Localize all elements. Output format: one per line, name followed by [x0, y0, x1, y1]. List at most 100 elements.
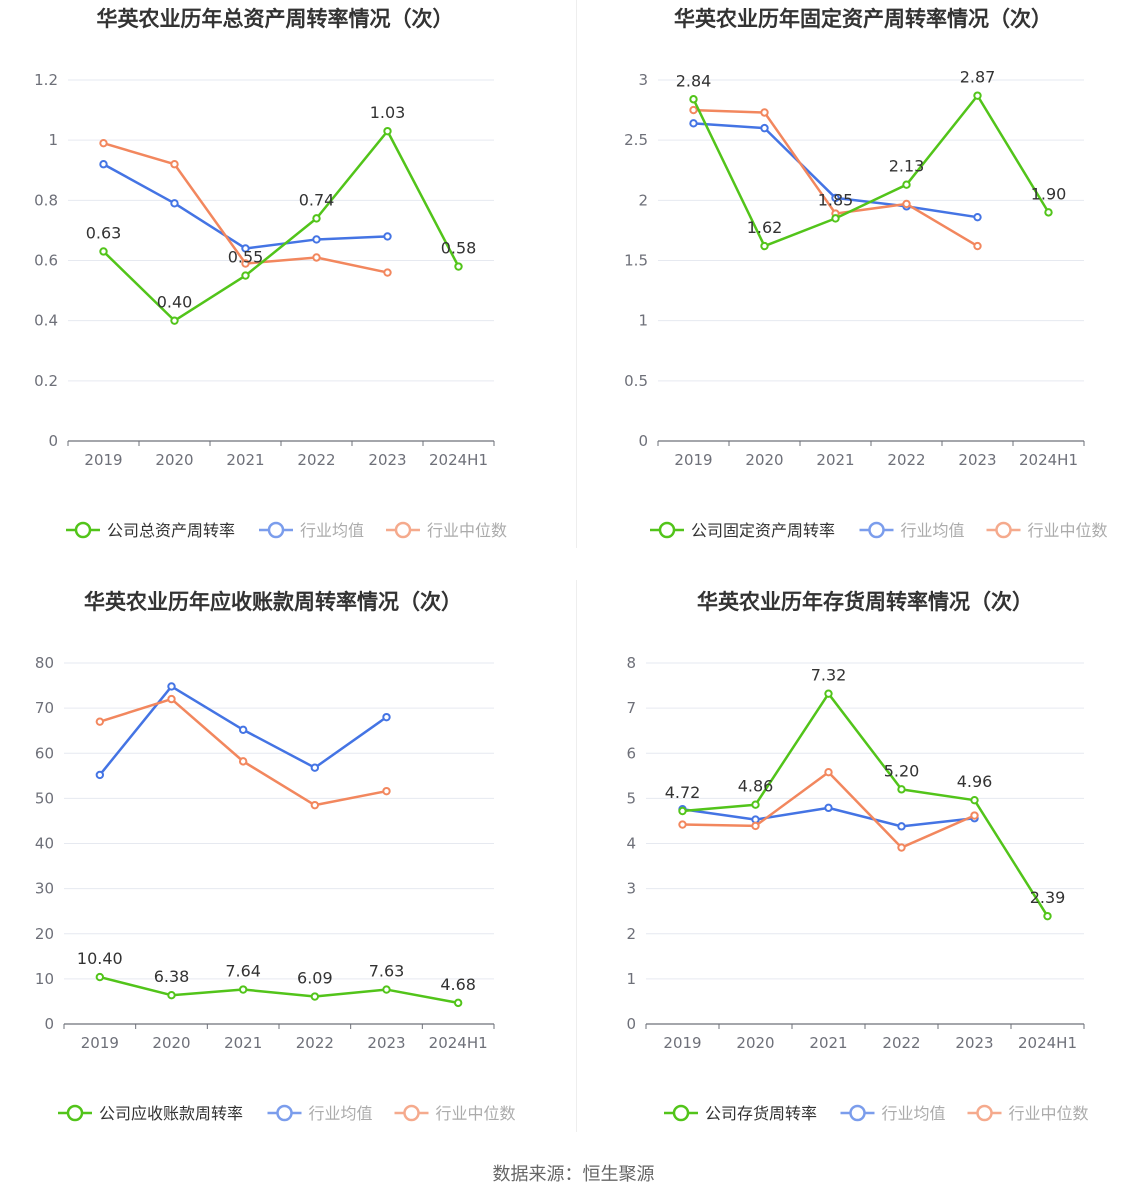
data-point: [382, 712, 391, 722]
x-tick-label: 2022: [887, 451, 925, 469]
data-point: [170, 199, 179, 208]
data-label: 1.03: [370, 103, 406, 122]
series-line: [102, 163, 388, 250]
legend-item: 行业均值: [259, 521, 364, 540]
data-point: [897, 785, 906, 794]
legend-marker: [672, 1104, 690, 1122]
legend-label: 公司应收账款周转率: [99, 1104, 243, 1123]
data-point: [238, 725, 248, 734]
x-tick-label: 2020: [745, 451, 783, 469]
data-point: [831, 193, 840, 203]
data-point: [310, 800, 320, 810]
legend-item: 行业均值: [267, 1104, 373, 1123]
data-label: 1.62: [747, 218, 783, 237]
data-label: 0.40: [157, 293, 193, 312]
data-point: [454, 262, 463, 271]
data-label: 4.72: [665, 783, 701, 802]
y-tick-label: 20: [35, 925, 54, 943]
data-label: 2.87: [960, 68, 996, 87]
data-point: [678, 806, 687, 816]
data-point: [760, 123, 769, 133]
legend-label: 公司总资产周转率: [107, 521, 235, 540]
legend-item: 公司存货周转率: [664, 1104, 817, 1123]
x-tick-label: 2022: [297, 451, 335, 469]
legend-marker: [995, 521, 1012, 539]
data-point: [241, 244, 250, 253]
legend-item: 行业均值: [840, 1104, 946, 1123]
data-point: [689, 119, 698, 128]
data-point: [689, 105, 698, 115]
y-tick-label: 50: [35, 789, 54, 807]
data-label: 6.09: [297, 969, 333, 988]
data-point: [383, 126, 392, 136]
legend-label: 行业中位数: [436, 1104, 516, 1123]
data-label: 4.68: [440, 975, 476, 994]
legend-label: 行业均值: [882, 1104, 946, 1123]
data-label: 4.96: [957, 772, 993, 791]
legend-label: 行业中位数: [427, 521, 507, 540]
x-tick-label: 2021: [809, 1034, 847, 1052]
data-point: [897, 843, 906, 852]
chart-svg: 华英农业历年存货周转率情况（次） 0 1 2 3 4 5 6 7 8 2019 2020 2021 202…: [626, 590, 1089, 1123]
y-tick-label: 3: [638, 71, 648, 89]
legend-label: 行业中位数: [1009, 1104, 1089, 1123]
series-line: [99, 697, 387, 807]
data-label: 2.84: [676, 71, 712, 90]
data-point: [897, 822, 906, 831]
data-point: [95, 717, 105, 726]
x-tick-label: 2023: [368, 451, 406, 469]
series-line: [692, 94, 1050, 248]
legend-label: 行业均值: [300, 521, 364, 540]
y-tick-label: 0: [44, 1015, 54, 1033]
data-point: [678, 820, 687, 829]
series-line: [99, 975, 459, 1005]
x-tick-label: 2020: [152, 1034, 190, 1052]
y-tick-label: 0: [48, 432, 58, 450]
y-tick-label: 40: [35, 835, 54, 853]
data-point: [99, 247, 108, 256]
data-label: 1.85: [818, 190, 854, 209]
vertical-divider: [576, 580, 577, 1132]
chart-svg: 华英农业历年固定资产周转率情况（次） 0 0.5 1 1.5 2 2.5 3 2019 2020 2…: [624, 7, 1108, 540]
data-point: [238, 757, 248, 766]
data-point: [312, 214, 321, 223]
legend-label: 行业中位数: [1028, 521, 1108, 540]
legend-item: 行业中位数: [386, 521, 507, 540]
x-tick-label: 2022: [882, 1034, 920, 1052]
y-tick-label: 0: [626, 1015, 636, 1033]
series-line: [682, 692, 1049, 917]
legend-label: 行业均值: [309, 1104, 373, 1123]
data-point: [383, 268, 392, 277]
y-tick-label: 8: [626, 654, 636, 672]
legend-marker: [394, 521, 412, 539]
x-tick-label: 2024H1: [1019, 451, 1078, 469]
chart-svg: 华英农业历年应收账款周转率情况（次） 0 10 20 30 40 50 60 70 80 2019 2…: [35, 590, 516, 1123]
data-point: [973, 212, 982, 222]
chart-panel-receivables-turnover: 华英农业历年应收账款周转率情况（次） 0 10 20 30 40 50 60 70 80 2019 2…: [0, 583, 560, 1143]
legend-item: 行业中位数: [967, 1104, 1089, 1123]
x-tick-label: 2023: [958, 451, 996, 469]
chart-panel-fixed-asset-turnover: 华英农业历年固定资产周转率情况（次） 0 0.5 1 1.5 2 2.5 3 2019 2020 2…: [587, 0, 1147, 560]
data-point: [95, 770, 105, 780]
data-point: [824, 803, 833, 813]
data-point: [970, 811, 979, 820]
x-tick-label: 2021: [224, 1034, 262, 1052]
data-label: 7.32: [811, 666, 847, 685]
legend-item: 行业中位数: [394, 1104, 516, 1123]
data-point: [170, 316, 179, 325]
y-tick-label: 2: [638, 191, 648, 209]
y-tick-label: 0.5: [624, 372, 648, 390]
legend-item: 公司应收账款周转率: [58, 1104, 243, 1123]
y-tick-label: 3: [626, 880, 636, 898]
data-point: [831, 214, 840, 223]
y-tick-label: 2: [626, 925, 636, 943]
data-label: 2.39: [1030, 888, 1066, 907]
data-point: [824, 689, 833, 698]
legend-label: 公司存货周转率: [705, 1104, 817, 1123]
legend-marker: [403, 1104, 420, 1122]
y-tick-label: 1: [626, 970, 636, 988]
data-point: [689, 95, 698, 104]
data-point: [760, 241, 769, 251]
chart-panel-inventory-turnover: 华英农业历年存货周转率情况（次） 0 1 2 3 4 5 6 7 8 2019 2020 2021 202…: [587, 583, 1147, 1143]
data-label: 5.20: [884, 761, 920, 780]
